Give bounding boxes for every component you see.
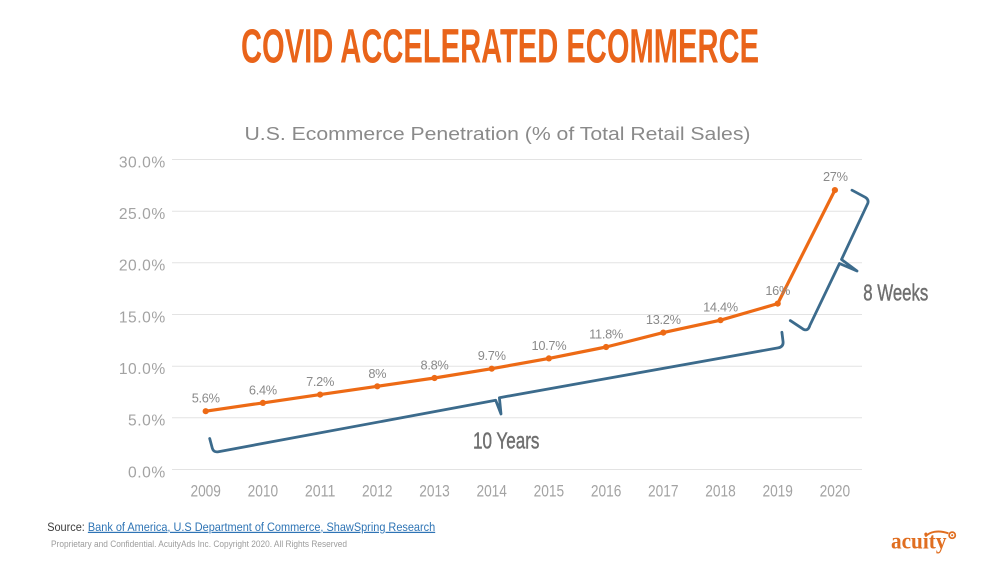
- svg-text:2016: 2016: [591, 482, 622, 500]
- svg-text:2012: 2012: [362, 482, 393, 500]
- svg-text:30.0%: 30.0%: [119, 154, 166, 171]
- svg-text:8%: 8%: [368, 366, 386, 381]
- svg-text:0.0%: 0.0%: [128, 464, 166, 481]
- svg-text:2017: 2017: [648, 482, 679, 500]
- svg-text:5.0%: 5.0%: [128, 413, 166, 430]
- svg-text:10 Years: 10 Years: [473, 427, 540, 453]
- svg-text:6.4%: 6.4%: [249, 382, 277, 397]
- svg-text:2010: 2010: [248, 482, 279, 500]
- svg-text:2009: 2009: [190, 482, 221, 500]
- svg-text:Proprietary and Confidential.: Proprietary and Confidential. AcuityAds …: [51, 539, 347, 550]
- svg-text:COVID ACCELERATED ECOMMERCE: COVID ACCELERATED ECOMMERCE: [241, 20, 759, 74]
- svg-text:13.2%: 13.2%: [646, 312, 681, 327]
- svg-text:U.S. Ecommerce Penetration (%: U.S. Ecommerce Penetration (% of Total R…: [245, 123, 751, 144]
- svg-text:16%: 16%: [765, 283, 790, 298]
- svg-text:Source: Bank of America, U.S D: Source: Bank of America, U.S Department …: [47, 520, 435, 534]
- svg-text:10.0%: 10.0%: [119, 361, 166, 378]
- svg-text:9.7%: 9.7%: [478, 348, 506, 363]
- svg-text:15.0%: 15.0%: [119, 309, 166, 326]
- svg-text:2019: 2019: [762, 482, 793, 500]
- svg-text:2020: 2020: [820, 482, 851, 500]
- svg-text:acuity: acuity: [891, 528, 947, 553]
- svg-text:2014: 2014: [476, 482, 507, 500]
- svg-text:2013: 2013: [419, 482, 450, 500]
- svg-text:20.0%: 20.0%: [119, 258, 166, 275]
- svg-text:11.8%: 11.8%: [589, 327, 623, 342]
- svg-text:27%: 27%: [823, 169, 848, 184]
- svg-text:2018: 2018: [705, 482, 736, 500]
- svg-text:7.2%: 7.2%: [306, 374, 334, 389]
- svg-text:8 Weeks: 8 Weeks: [863, 280, 928, 306]
- svg-text:8.8%: 8.8%: [421, 358, 449, 373]
- svg-text:14.4%: 14.4%: [703, 300, 738, 315]
- svg-text:5.6%: 5.6%: [192, 391, 220, 406]
- svg-text:2015: 2015: [534, 482, 565, 500]
- svg-text:25.0%: 25.0%: [119, 206, 166, 223]
- svg-text:2011: 2011: [305, 482, 336, 500]
- svg-text:10.7%: 10.7%: [532, 338, 567, 353]
